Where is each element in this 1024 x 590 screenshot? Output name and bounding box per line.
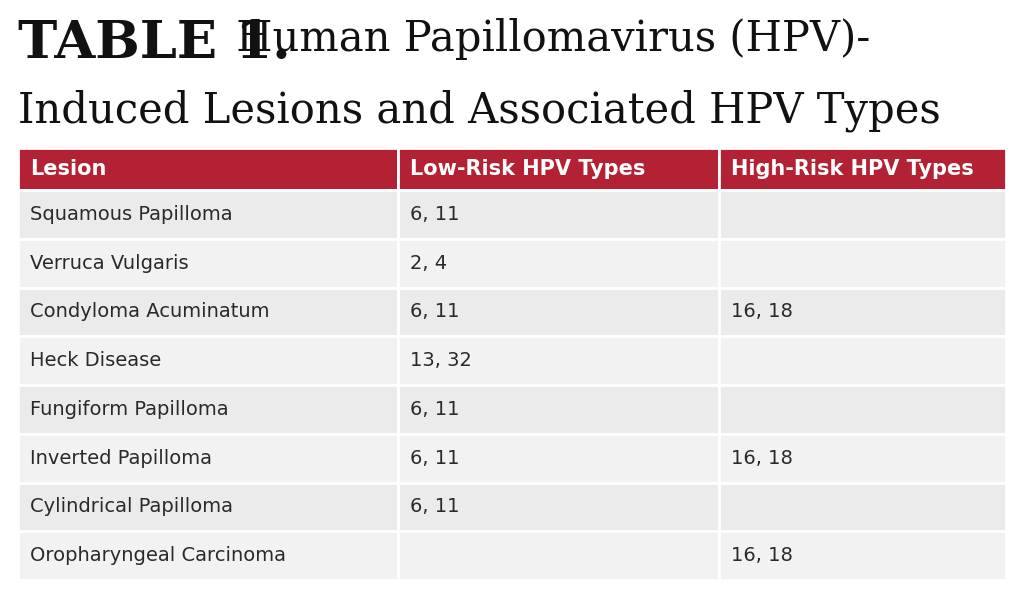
Bar bbox=[398, 531, 720, 580]
Text: Condyloma Acuminatum: Condyloma Acuminatum bbox=[30, 302, 269, 322]
Bar bbox=[398, 287, 720, 336]
Bar bbox=[18, 531, 398, 580]
Text: 16, 18: 16, 18 bbox=[731, 302, 794, 322]
Bar bbox=[18, 148, 398, 190]
Text: 6, 11: 6, 11 bbox=[411, 205, 460, 224]
Text: Inverted Papilloma: Inverted Papilloma bbox=[30, 448, 212, 468]
Bar bbox=[18, 483, 398, 531]
Text: Verruca Vulgaris: Verruca Vulgaris bbox=[30, 254, 188, 273]
Text: 6, 11: 6, 11 bbox=[411, 400, 460, 419]
Text: Lesion: Lesion bbox=[30, 159, 106, 179]
Bar bbox=[720, 287, 1006, 336]
Text: Squamous Papilloma: Squamous Papilloma bbox=[30, 205, 232, 224]
Text: 16, 18: 16, 18 bbox=[731, 448, 794, 468]
Bar bbox=[398, 385, 720, 434]
Bar bbox=[398, 336, 720, 385]
Text: Fungiform Papilloma: Fungiform Papilloma bbox=[30, 400, 228, 419]
Bar bbox=[18, 385, 398, 434]
Bar bbox=[398, 239, 720, 287]
Bar bbox=[18, 434, 398, 483]
Bar bbox=[18, 336, 398, 385]
Bar bbox=[720, 239, 1006, 287]
Text: Heck Disease: Heck Disease bbox=[30, 351, 161, 370]
Bar bbox=[18, 239, 398, 287]
Bar bbox=[720, 483, 1006, 531]
Bar bbox=[720, 336, 1006, 385]
Text: TABLE 1.: TABLE 1. bbox=[18, 18, 291, 69]
Text: High-Risk HPV Types: High-Risk HPV Types bbox=[731, 159, 974, 179]
Text: Cylindrical Papilloma: Cylindrical Papilloma bbox=[30, 497, 233, 516]
Text: 6, 11: 6, 11 bbox=[411, 448, 460, 468]
Bar bbox=[398, 434, 720, 483]
Bar bbox=[720, 385, 1006, 434]
Text: Oropharyngeal Carcinoma: Oropharyngeal Carcinoma bbox=[30, 546, 286, 565]
Bar bbox=[398, 148, 720, 190]
Bar bbox=[398, 190, 720, 239]
Text: Human Papillomavirus (HPV)-: Human Papillomavirus (HPV)- bbox=[223, 18, 870, 60]
Bar bbox=[720, 434, 1006, 483]
Text: Induced Lesions and Associated HPV Types: Induced Lesions and Associated HPV Types bbox=[18, 90, 941, 133]
Bar bbox=[720, 190, 1006, 239]
Bar bbox=[18, 287, 398, 336]
Bar bbox=[398, 483, 720, 531]
Text: 13, 32: 13, 32 bbox=[411, 351, 472, 370]
Text: 6, 11: 6, 11 bbox=[411, 497, 460, 516]
Bar bbox=[18, 190, 398, 239]
Bar bbox=[720, 531, 1006, 580]
Bar bbox=[720, 148, 1006, 190]
Text: 6, 11: 6, 11 bbox=[411, 302, 460, 322]
Text: 2, 4: 2, 4 bbox=[411, 254, 447, 273]
Text: 16, 18: 16, 18 bbox=[731, 546, 794, 565]
Text: Low-Risk HPV Types: Low-Risk HPV Types bbox=[411, 159, 646, 179]
